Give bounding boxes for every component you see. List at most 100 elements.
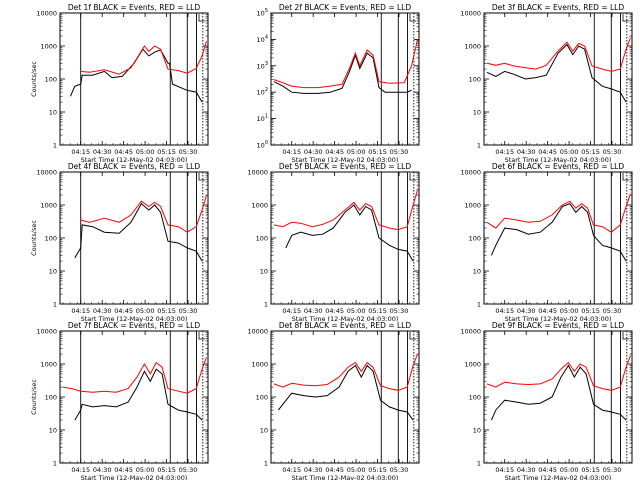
y-tick-label: 1 — [477, 460, 481, 468]
x-tick-label: 05:00 — [560, 307, 579, 315]
y-tick-label: 100 — [256, 394, 268, 402]
y-tick-label: 105 — [257, 8, 268, 18]
plot-frame — [59, 171, 209, 305]
y-tick-exponent: 2 — [265, 87, 268, 93]
lld-series-line — [486, 355, 631, 391]
x-tick-label: 05:15 — [581, 466, 600, 474]
x-tick-label: 04:45 — [114, 148, 133, 156]
y-tick-label: 1000 — [464, 43, 481, 51]
y-tick-label: 100 — [469, 76, 481, 84]
x-axis-label: Start Time (12-May-02 04:03:00) — [81, 156, 188, 164]
y-tick-label: 10 — [473, 427, 481, 435]
y-tick-label: 101 — [257, 114, 268, 124]
x-tick-label: 05:00 — [136, 148, 155, 156]
y-tick-label: 10000 — [460, 328, 481, 336]
events-series-line — [285, 204, 414, 262]
x-tick-label: 04:30 — [93, 307, 112, 315]
y-tick-label: 10 — [49, 427, 57, 435]
plot-frame — [59, 12, 209, 146]
chart-title: Det 7f BLACK = Events, RED = LLD — [68, 321, 201, 330]
y-tick-label: 10000 — [247, 169, 268, 177]
chart-panel-9: Det 9f BLACK = Events, RED = LLD 1 10 100 10… — [460, 321, 633, 480]
y-tick-label: 100 — [45, 76, 57, 84]
flag-glyph — [409, 332, 416, 340]
x-tick-label: 05:30 — [179, 307, 198, 315]
x-tick-label: 05:30 — [390, 148, 409, 156]
x-tick-label: 04:15 — [495, 148, 514, 156]
plot-frame — [483, 330, 633, 464]
y-tick-label: 10000 — [460, 169, 481, 177]
y-tick-label: 10 — [49, 109, 57, 117]
y-tick-label: 1000 — [40, 43, 57, 51]
x-tick-label: 05:15 — [157, 466, 176, 474]
y-tick-label: 100 — [45, 235, 57, 243]
x-tick-label: 04:30 — [93, 148, 112, 156]
y-tick-label: 100 — [469, 235, 481, 243]
chart-title: Det 2f BLACK = Events, RED = LLD — [279, 3, 412, 12]
chart-title: Det 6f BLACK = Events, RED = LLD — [492, 162, 625, 171]
x-tick-label: 05:00 — [560, 466, 579, 474]
y-tick-label: 1000 — [40, 202, 57, 210]
flag-glyph — [622, 332, 629, 340]
y-tick-label: 10 — [49, 268, 57, 276]
chart-title: Det 5f BLACK = Events, RED = LLD — [279, 162, 412, 171]
x-tick-label: 05:30 — [179, 148, 198, 156]
y-tick-label: 1000 — [40, 361, 57, 369]
x-axis-label: Start Time (12-May-02 04:03:00) — [505, 315, 612, 323]
events-series-line — [74, 202, 203, 262]
y-tick-label: 10000 — [247, 328, 268, 336]
x-tick-label: 05:00 — [347, 466, 366, 474]
y-tick-label: 1 — [477, 301, 481, 309]
x-tick-label: 04:15 — [282, 148, 301, 156]
plot-frame — [59, 330, 209, 464]
events-series-line — [278, 364, 414, 421]
chart-panel-1: Det 1f BLACK = Events, RED = LLD 1 10 100 10… — [30, 3, 209, 164]
y-axis-label: Counts/sec — [30, 61, 38, 97]
x-tick-label: 04:15 — [71, 148, 90, 156]
plot-frame — [483, 12, 633, 146]
chart-panel-5: Det 5f BLACK = Events, RED = LLD 1 10 100 10… — [247, 162, 420, 323]
lld-series-line — [273, 190, 418, 231]
y-tick-exponent: 5 — [265, 8, 268, 14]
x-tick-label: 05:15 — [581, 307, 600, 315]
x-tick-label: 04:45 — [325, 148, 344, 156]
x-tick-label: 04:15 — [495, 307, 514, 315]
x-tick-label: 04:30 — [93, 466, 112, 474]
events-series-line — [490, 364, 627, 421]
lld-series-line — [62, 357, 207, 394]
chart-panel-2: Det 2f BLACK = Events, RED = LLD10010110… — [257, 3, 420, 164]
lld-series-line — [80, 41, 207, 75]
x-tick-label: 05:00 — [560, 148, 579, 156]
events-series-line — [273, 52, 412, 94]
x-tick-label: 04:15 — [495, 466, 514, 474]
x-axis-label: Start Time (12-May-02 04:03:00) — [81, 474, 188, 480]
x-tick-label: 04:30 — [304, 307, 323, 315]
y-tick-exponent: 1 — [265, 114, 268, 120]
y-tick-label: 10000 — [36, 328, 57, 336]
flag-glyph — [198, 14, 205, 22]
chart-panel-4: Det 4f BLACK = Events, RED = LLD 1 10 100 10… — [30, 162, 209, 323]
x-axis-label: Start Time (12-May-02 04:03:00) — [292, 156, 399, 164]
x-tick-label: 05:15 — [157, 148, 176, 156]
y-tick-label: 1000 — [464, 202, 481, 210]
y-tick-label: 103 — [257, 61, 268, 71]
y-tick-label: 10000 — [36, 169, 57, 177]
x-axis-label: Start Time (12-May-02 04:03:00) — [292, 474, 399, 480]
y-tick-label: 10000 — [36, 10, 57, 18]
flag-glyph — [198, 173, 205, 181]
y-tick-label: 1 — [53, 301, 57, 309]
y-tick-label: 10 — [260, 427, 268, 435]
y-tick-label: 10 — [473, 109, 481, 117]
chart-title: Det 3f BLACK = Events, RED = LLD — [492, 3, 625, 12]
events-series-line — [486, 43, 627, 103]
lld-series-line — [273, 39, 418, 89]
x-tick-label: 05:15 — [368, 148, 387, 156]
x-tick-label: 05:00 — [347, 148, 366, 156]
y-tick-label: 100 — [45, 394, 57, 402]
x-tick-label: 05:30 — [390, 466, 409, 474]
x-tick-label: 05:15 — [368, 466, 387, 474]
y-tick-label: 100 — [469, 394, 481, 402]
chart-title: Det 8f BLACK = Events, RED = LLD — [279, 321, 412, 330]
x-tick-label: 05:00 — [136, 466, 155, 474]
x-tick-label: 05:00 — [136, 307, 155, 315]
